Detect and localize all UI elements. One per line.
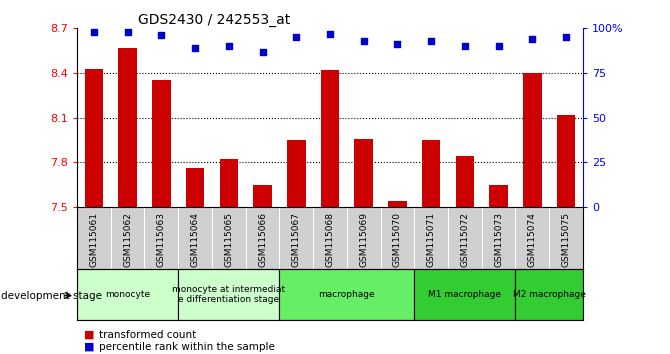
Point (392, 41, 403, 47)
Text: GSM115068: GSM115068 (326, 212, 334, 267)
Text: monocyte: monocyte (105, 290, 150, 299)
Point (358, 38, 369, 44)
Text: GSM115062: GSM115062 (123, 212, 132, 267)
Bar (388, 201, 407, 207)
Point (493, 44, 504, 49)
Point (324, 31, 335, 36)
Text: GSM115073: GSM115073 (494, 212, 503, 267)
Bar (178, 269, 279, 320)
Bar (152, 80, 171, 207)
Text: ■: ■ (84, 330, 94, 339)
Text: macrophage: macrophage (318, 290, 375, 299)
Bar (414, 269, 515, 320)
Text: GSM115064: GSM115064 (190, 212, 200, 267)
Bar (119, 48, 137, 207)
Point (460, 44, 470, 49)
Text: GDS2430 / 242553_at: GDS2430 / 242553_at (138, 13, 290, 27)
Text: GSM115067: GSM115067 (291, 212, 301, 267)
Point (291, 34, 302, 40)
Bar (456, 156, 474, 207)
Text: GSM115071: GSM115071 (427, 212, 436, 267)
Point (223, 44, 234, 49)
Text: GSM115070: GSM115070 (393, 212, 402, 267)
Bar (287, 140, 306, 207)
Bar (220, 159, 238, 207)
Point (257, 49, 268, 55)
Bar (515, 269, 583, 320)
Text: GSM115061: GSM115061 (89, 212, 98, 267)
Bar (422, 140, 440, 207)
Bar (279, 269, 414, 320)
Point (122, 29, 133, 35)
Text: percentile rank within the sample: percentile rank within the sample (99, 342, 275, 352)
Bar (321, 70, 339, 207)
Text: M2 macrophage: M2 macrophage (513, 290, 586, 299)
Point (156, 33, 167, 38)
Bar (523, 73, 541, 207)
Text: GSM115074: GSM115074 (528, 212, 537, 267)
Text: GSM115063: GSM115063 (157, 212, 166, 267)
Text: transformed count: transformed count (99, 330, 196, 339)
Text: GSM115066: GSM115066 (258, 212, 267, 267)
Text: GSM115072: GSM115072 (460, 212, 470, 267)
Bar (186, 169, 204, 207)
Bar (557, 115, 576, 207)
Point (88, 29, 99, 35)
Bar (84, 69, 103, 207)
Point (561, 34, 572, 40)
Text: ■: ■ (84, 342, 94, 352)
Text: M1 macrophage: M1 macrophage (428, 290, 501, 299)
Point (190, 45, 200, 51)
Text: GSM115069: GSM115069 (359, 212, 368, 267)
Point (426, 38, 437, 44)
Text: GSM115065: GSM115065 (224, 212, 233, 267)
Bar (354, 138, 373, 207)
Bar (77, 269, 178, 320)
Text: monocyte at intermediat
e differentiation stage: monocyte at intermediat e differentiatio… (172, 285, 285, 304)
Text: GSM115075: GSM115075 (561, 212, 571, 267)
Bar (489, 185, 508, 207)
Point (527, 36, 537, 42)
Bar (253, 185, 272, 207)
Text: development stage: development stage (1, 291, 103, 301)
